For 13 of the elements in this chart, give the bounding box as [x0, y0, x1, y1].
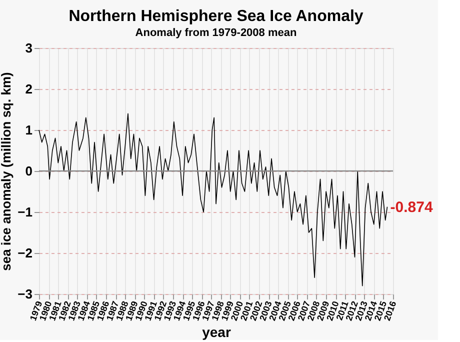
y-tick-label: 3	[25, 40, 32, 56]
y-tick-label: −2	[18, 246, 32, 260]
chart-title: Northern Hemisphere Sea Ice Anomaly	[68, 8, 364, 25]
y-tick-label: 1	[25, 122, 32, 138]
y-tick-label: 2	[25, 82, 32, 96]
chart-subtitle: Anomaly from 1979-2008 mean	[135, 27, 297, 39]
y-tick-label: −3	[18, 286, 32, 302]
line-series	[38, 113, 388, 286]
y-axis-title: sea ice anomaly (million sq. km)	[0, 72, 14, 271]
x-axis-title: year	[202, 324, 232, 340]
y-tick-label: 0	[25, 164, 32, 178]
y-tick-label: −1	[18, 204, 32, 220]
annotation: -0.874	[390, 198, 434, 216]
